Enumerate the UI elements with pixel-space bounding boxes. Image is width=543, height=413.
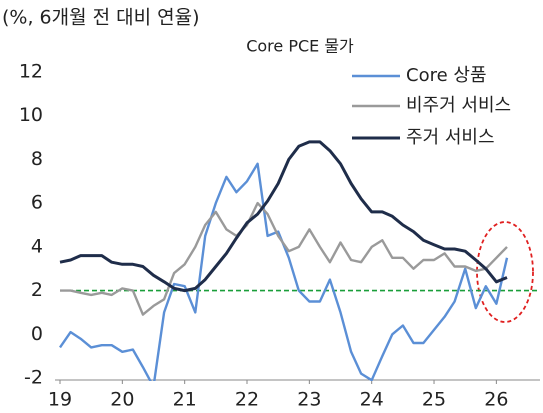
y-tick-label: 8 [31, 148, 43, 170]
x-tick-label: 19 [48, 389, 72, 411]
y-tick-label: 12 [19, 61, 43, 83]
y-tick-label: 4 [31, 235, 43, 257]
y-tick-label: 6 [31, 192, 43, 214]
series-line [60, 201, 508, 316]
series-line [59, 140, 508, 293]
y-tick-label: -2 [24, 367, 43, 389]
y-tick-label: 2 [31, 279, 43, 301]
legend-label: Core 상품 [406, 65, 487, 86]
chart-subtitle: (%, 6개월 전 대비 연율) [2, 7, 200, 29]
x-tick-label: 20 [110, 389, 134, 411]
x-tick-label: 24 [360, 389, 384, 411]
x-tick-label: 26 [484, 389, 508, 411]
plot-area [59, 140, 540, 381]
x-tick-label: 21 [173, 389, 197, 411]
legend-label: 비주거 서비스 [406, 95, 511, 116]
x-tick-label: 23 [297, 389, 321, 411]
x-tick-label: 25 [422, 389, 446, 411]
y-tick-label: 0 [31, 323, 43, 345]
series-line [59, 162, 509, 381]
x-tick-label: 22 [235, 389, 259, 411]
legend-label: 주거 서비스 [406, 127, 495, 148]
y-tick-label: 10 [19, 104, 43, 126]
chart-title: Core PCE 물가 [246, 37, 354, 56]
highlight-circle [476, 221, 534, 323]
